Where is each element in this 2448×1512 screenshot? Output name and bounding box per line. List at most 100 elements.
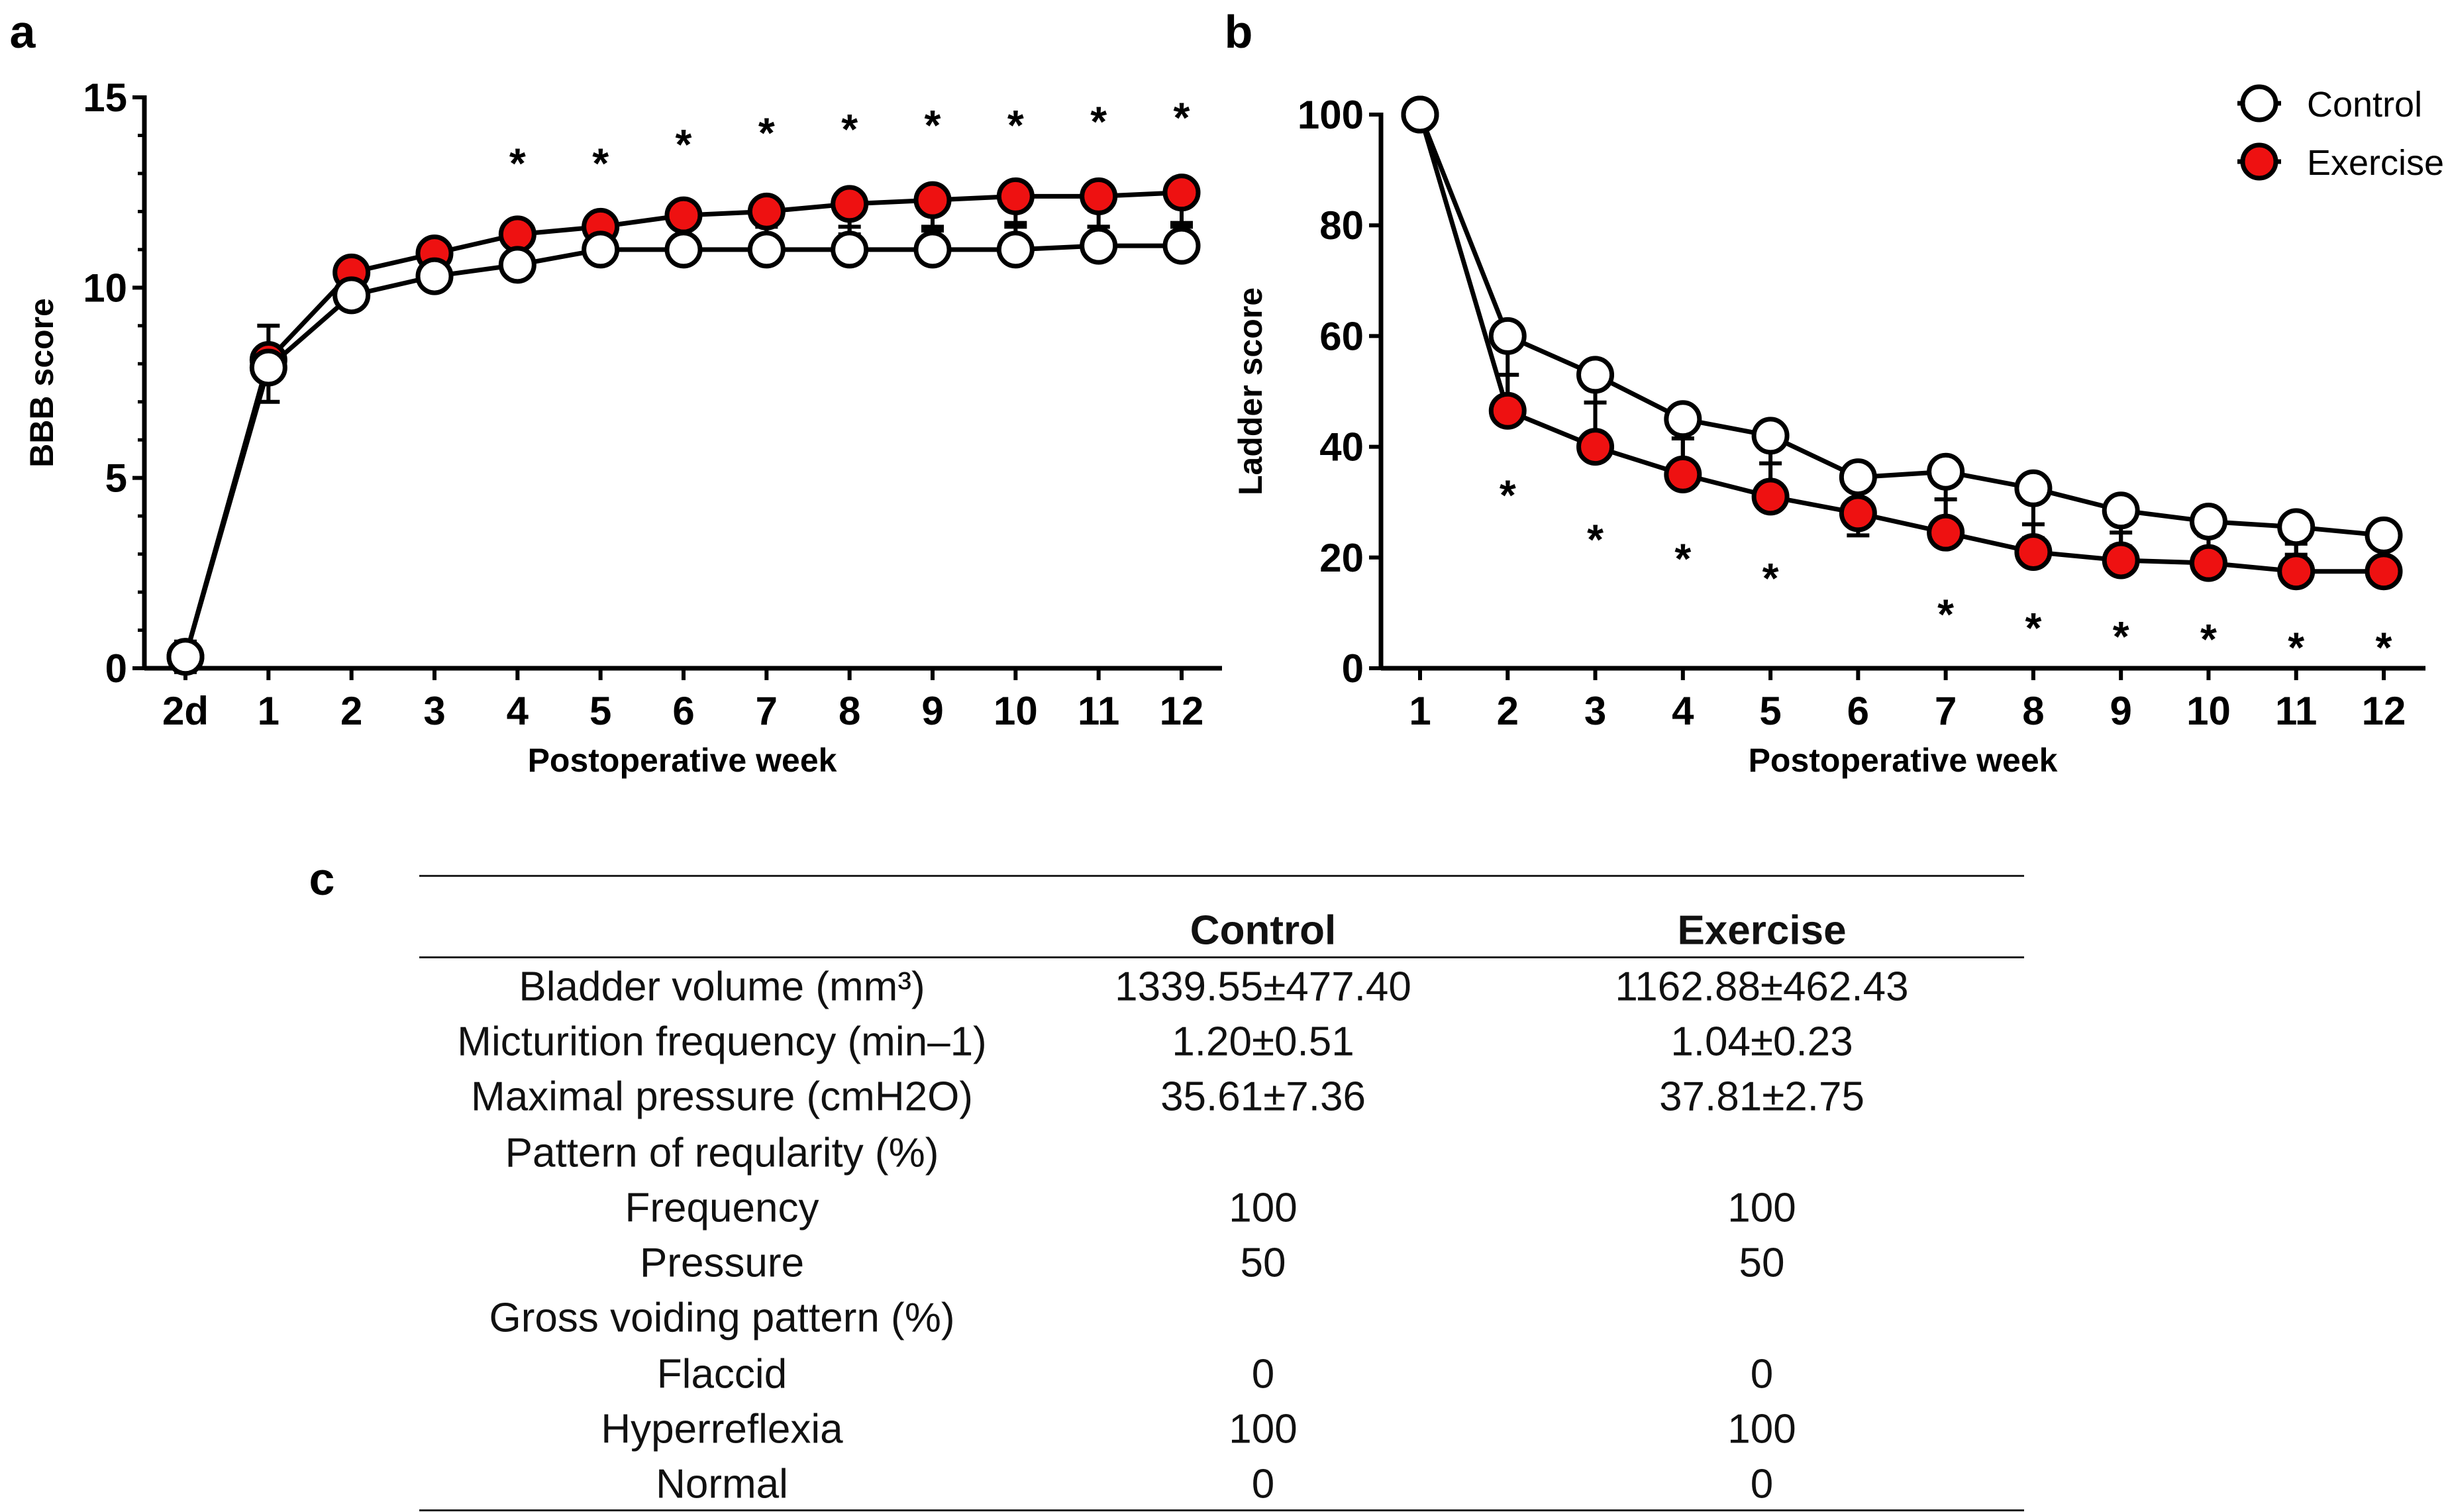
chart-b-exercise-point bbox=[2014, 532, 2053, 571]
chart-b-exercise-point bbox=[2365, 552, 2403, 591]
chart-b-control-point bbox=[1751, 417, 1790, 455]
chart-b-exercise-point bbox=[2277, 552, 2316, 591]
chart-b-exercise-point bbox=[1488, 391, 1527, 430]
chart-b-exercise-point bbox=[1576, 428, 1615, 466]
chart-a-exercise-point bbox=[913, 181, 952, 219]
chart-a-x-tick-label: 1 bbox=[258, 689, 280, 733]
chart-b-x-tick-label: 11 bbox=[2275, 689, 2317, 733]
chart-a-y-axis-label: BBB score bbox=[23, 298, 60, 468]
chart-a-x-tick-label: 8 bbox=[839, 689, 860, 733]
chart-b-exercise-point bbox=[1664, 455, 1702, 493]
legend-label-exercise: Exercise bbox=[2307, 143, 2444, 183]
chart-a-control-point bbox=[249, 348, 287, 387]
chart-b-y-tick-label: 20 bbox=[1319, 536, 1364, 580]
chart-b-significance-asterisk: * bbox=[2113, 613, 2129, 660]
table-row-label: Normal bbox=[656, 1461, 788, 1507]
chart-b-significance-asterisk: * bbox=[2376, 624, 2392, 672]
chart-b-exercise-point bbox=[1839, 494, 1877, 532]
chart-b-control-point bbox=[1576, 356, 1615, 394]
chart-b-exercise-point bbox=[2189, 544, 2227, 582]
table-cell-value: 1339.55±477.40 bbox=[1115, 964, 1411, 1010]
panel-label-a: a bbox=[9, 6, 36, 58]
chart-b-x-tick-label: 5 bbox=[1759, 689, 1781, 733]
table-cell-value: 1162.88±462.43 bbox=[1615, 964, 1909, 1010]
table-row-label: Pattern of reqularity (%) bbox=[505, 1130, 939, 1176]
chart-a-control-point bbox=[166, 638, 205, 676]
table-cell-value: 100 bbox=[1727, 1406, 1796, 1452]
table-row-label: Bladder volume (mm³) bbox=[519, 964, 925, 1010]
chart-b-significance-asterisk: * bbox=[1587, 515, 1604, 563]
chart-b-significance-asterisk: * bbox=[2200, 615, 2217, 663]
chart-a-x-tick-label: 4 bbox=[507, 689, 529, 733]
chart-b-y-tick-label: 60 bbox=[1319, 314, 1364, 358]
chart-b-significance-asterisk: * bbox=[1937, 590, 1954, 638]
chart-a-x-tick-label: 2d bbox=[162, 689, 209, 733]
table-cell-value: 50 bbox=[1739, 1240, 1785, 1286]
chart-b-x-tick-label: 7 bbox=[1935, 689, 1957, 733]
chart-b-x-tick-label: 4 bbox=[1672, 689, 1694, 733]
legend-marker-control bbox=[2240, 84, 2278, 123]
chart-b-y-tick-label: 80 bbox=[1319, 203, 1364, 248]
chart-a-control-point bbox=[498, 246, 536, 284]
table-cell-value: 37.81±2.75 bbox=[1659, 1074, 1864, 1120]
chart-b-x-tick-label: 8 bbox=[2022, 689, 2044, 733]
chart-a-exercise-point bbox=[747, 192, 786, 230]
legend-marker-exercise bbox=[2240, 142, 2278, 181]
chart-a-control-point bbox=[913, 230, 952, 269]
chart-a-x-tick-label: 2 bbox=[340, 689, 362, 733]
chart-b-x-axis-label: Postoperative week bbox=[1749, 742, 2058, 779]
chart-a-exercise-point bbox=[1162, 174, 1201, 212]
table-row-label: Hyperreflexia bbox=[601, 1406, 843, 1452]
chart-b-x-tick-label: 12 bbox=[2362, 689, 2406, 733]
chart-b-exercise-point bbox=[1927, 513, 1965, 552]
chart-a-y-tick-label: 10 bbox=[83, 266, 127, 310]
table-row-label: Gross voiding pattern (%) bbox=[489, 1295, 955, 1341]
chart-a-significance-asterisk: * bbox=[1090, 97, 1107, 145]
table-row-label: Flaccid bbox=[656, 1351, 788, 1397]
chart-a-y-tick-label: 5 bbox=[105, 456, 127, 501]
table-top-rule bbox=[419, 875, 2024, 877]
panel-label-c: c bbox=[309, 853, 335, 905]
chart-a-exercise-point bbox=[1080, 177, 1118, 215]
chart-b-control-point bbox=[2102, 491, 2140, 530]
chart-a-significance-asterisk: * bbox=[676, 121, 692, 168]
chart-b-significance-asterisk: * bbox=[1674, 535, 1691, 583]
chart-a-significance-asterisk: * bbox=[1007, 101, 1024, 149]
table-cell-value: 1.04±0.23 bbox=[1670, 1019, 1853, 1065]
chart-a-exercise-point bbox=[831, 185, 869, 223]
chart-b-control-point bbox=[1927, 452, 1965, 491]
chart-a-x-axis-label: Postoperative week bbox=[528, 742, 837, 779]
chart-b-x-tick-label: 10 bbox=[2186, 689, 2231, 733]
chart-b-x-tick-label: 1 bbox=[1409, 689, 1431, 733]
chart-a-control-point bbox=[332, 276, 371, 315]
chart-b-control-point bbox=[1401, 95, 1439, 134]
chart-a-x-tick-label: 6 bbox=[672, 689, 694, 733]
chart-a-significance-asterisk: * bbox=[841, 105, 858, 153]
table-cell-value: 0 bbox=[1251, 1461, 1275, 1507]
table-cell-value: 0 bbox=[1750, 1461, 1774, 1507]
chart-a-significance-asterisk: * bbox=[509, 140, 526, 187]
panel-label-b: b bbox=[1224, 6, 1253, 58]
table-header-exercise: Exercise bbox=[1677, 907, 1847, 954]
table-bottom-rule bbox=[419, 1509, 2024, 1511]
chart-a-x-tick-label: 3 bbox=[423, 689, 445, 733]
chart-b-y-tick-label: 100 bbox=[1298, 93, 1364, 137]
chart-b-x-tick-label: 9 bbox=[2110, 689, 2131, 733]
table-header-rule bbox=[419, 956, 2024, 958]
table-cell-value: 100 bbox=[1229, 1406, 1298, 1452]
chart-b-control-point bbox=[1488, 317, 1527, 355]
table-row-label: Frequency bbox=[625, 1185, 819, 1231]
chart-a-control-point bbox=[1080, 227, 1118, 265]
chart-b-significance-asterisk: * bbox=[1500, 472, 1516, 519]
chart-b-x-tick-label: 2 bbox=[1497, 689, 1519, 733]
table-cell-value: 0 bbox=[1750, 1351, 1774, 1397]
table-cell-value: 100 bbox=[1229, 1185, 1298, 1231]
chart-a-x-tick-label: 12 bbox=[1160, 689, 1204, 733]
chart-a-control-point bbox=[747, 230, 786, 269]
table-row-label: Pressure bbox=[639, 1240, 805, 1286]
chart-b-control-point bbox=[1664, 400, 1702, 438]
chart-b-significance-asterisk: * bbox=[1762, 554, 1779, 602]
chart-b-control-point bbox=[2189, 502, 2227, 540]
